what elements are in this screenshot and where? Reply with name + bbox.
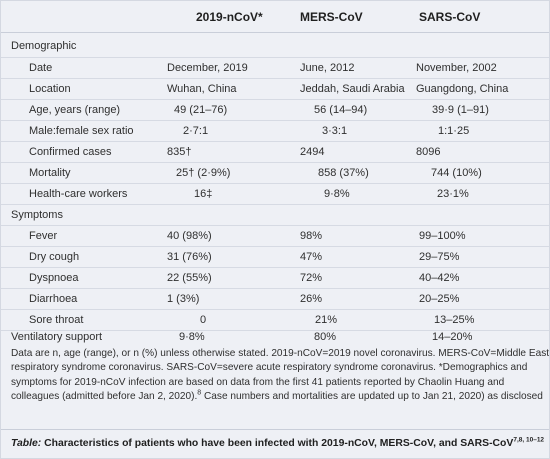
footnote-line: colleagues (admitted before Jan 2, 2020)…: [11, 390, 543, 404]
column-header-mers-cov: MERS-CoV: [300, 10, 363, 24]
row-label: Male:female sex ratio: [29, 125, 134, 137]
table-cell: 3·3:1: [322, 125, 348, 137]
table-cell: 99–100%: [419, 230, 466, 242]
footnote-line: respiratory syndrome coronavirus. SARS-C…: [11, 362, 528, 374]
footnote-line: Data are n, age (range), or n (%) unless…: [11, 348, 550, 359]
table-cell: Jeddah, Saudi Arabia: [300, 83, 405, 95]
table-row: Location Wuhan, China Jeddah, Saudi Arab…: [1, 78, 549, 100]
table-cell: 22 (55%): [167, 272, 212, 284]
table-cell: 9·8%: [179, 331, 205, 343]
table-cell: 56 (14–94): [314, 104, 368, 116]
row-label: Location: [29, 83, 71, 95]
table-cell: 1:1·25: [438, 125, 470, 137]
table-cell: 39·9 (1–91): [432, 104, 489, 116]
row-label: Fever: [29, 230, 58, 242]
table-cell: 9·8%: [324, 188, 350, 200]
table-row: Fever 40 (98%) 98% 99–100%: [1, 225, 549, 247]
table-cell: 1 (3%): [167, 293, 200, 305]
footnote-line: symptoms for 2019-nCoV infection are bas…: [11, 376, 505, 388]
table-cell: Wuhan, China: [167, 83, 237, 95]
table-row: Dry cough 31 (76%) 47% 29–75%: [1, 246, 549, 268]
table-row: Mortality 25† (2·9%) 858 (37%) 744 (10%): [1, 162, 549, 184]
table-cell: 49 (21–76): [174, 104, 228, 116]
table-cell: 2·7:1: [183, 125, 209, 137]
table-row: Ventilatory support 9·8% 80% 14–20%: [1, 330, 549, 345]
row-label: Confirmed cases: [29, 146, 112, 158]
row-label: Diarrhoea: [29, 293, 78, 305]
table-row: Dyspnoea 22 (55%) 72% 40–42%: [1, 267, 549, 289]
caption-text: Characteristics of patients who have bee…: [41, 438, 514, 449]
table-cell: 40 (98%): [167, 230, 212, 242]
row-label: Health-care workers: [29, 188, 128, 200]
table-cell: 16‡: [194, 188, 213, 200]
table-row: Age, years (range) 49 (21–76) 56 (14–94)…: [1, 99, 549, 121]
reference-superscript: 8: [197, 389, 202, 397]
table-cell: 26%: [300, 293, 323, 305]
table-cell: 20–25%: [419, 293, 460, 305]
section-title-symptoms: Symptoms: [11, 209, 63, 221]
caption-references: 7,8, 10–12: [513, 436, 545, 444]
table-cell: 80%: [314, 331, 337, 343]
row-label: Date: [29, 62, 53, 74]
table-cell: December, 2019: [167, 62, 248, 74]
section-title-demographic: Demographic: [11, 40, 77, 52]
table-row: Male:female sex ratio 2·7:1 3·3:1 1:1·25: [1, 120, 549, 142]
table-cell: November, 2002: [416, 62, 497, 74]
table-cell: 744 (10%): [431, 167, 482, 179]
table-cell: 21%: [315, 314, 338, 326]
table-cell: 98%: [300, 230, 323, 242]
row-label: Age, years (range): [29, 104, 121, 116]
caption-label: Table:: [11, 438, 42, 449]
row-label: Dry cough: [29, 251, 80, 263]
section-row: Demographic: [1, 36, 549, 57]
table-cell: 31 (76%): [167, 251, 212, 263]
table-footnote: Data are n, age (range), or n (%) unless…: [11, 347, 550, 405]
row-label: Sore throat: [29, 314, 84, 326]
row-label: Mortality: [29, 167, 71, 179]
table-row: Date December, 2019 June, 2012 November,…: [1, 57, 549, 79]
row-label: Dyspnoea: [29, 272, 79, 284]
table-cell: 25† (2·9%): [176, 167, 231, 179]
table-row: Confirmed cases 835† 2494 8096: [1, 141, 549, 163]
row-label: Ventilatory support: [11, 331, 103, 343]
table-cell: 23·1%: [437, 188, 469, 200]
table-cell: 2494: [300, 146, 325, 158]
table-cell: Guangdong, China: [416, 83, 509, 95]
table-cell: 47%: [300, 251, 323, 263]
table-cell: 72%: [300, 272, 323, 284]
column-header-sars-cov: SARS-CoV: [419, 10, 481, 24]
table-cell: 40–42%: [419, 272, 460, 284]
table-cell: 835†: [167, 146, 192, 158]
section-row: Symptoms: [1, 204, 549, 226]
column-header-2019-ncov: 2019-nCoV*: [196, 10, 263, 24]
table-cell: 13–25%: [434, 314, 475, 326]
table-caption-bar: Table: Characteristics of patients who h…: [1, 429, 549, 459]
table-cell: 8096: [416, 146, 441, 158]
table-row: Diarrhoea 1 (3%) 26% 20–25%: [1, 288, 549, 310]
table-cell: June, 2012: [300, 62, 355, 74]
table-cell: 0: [200, 314, 207, 326]
footnote-text: Case numbers and mortalities are updated…: [201, 391, 543, 403]
table-header: 2019-nCoV* MERS-CoV SARS-CoV: [1, 1, 549, 33]
footnote-text: colleagues (admitted before Jan 2, 2020)…: [11, 391, 198, 403]
table-cell: 14–20%: [432, 331, 473, 343]
table-caption: Table: Characteristics of patients who h…: [11, 436, 545, 449]
table-row: Health-care workers 16‡ 9·8% 23·1%: [1, 183, 549, 205]
table-cell: 29–75%: [419, 251, 460, 263]
table-row: Sore throat 0 21% 13–25%: [1, 309, 549, 331]
table-cell: 858 (37%): [318, 167, 369, 179]
